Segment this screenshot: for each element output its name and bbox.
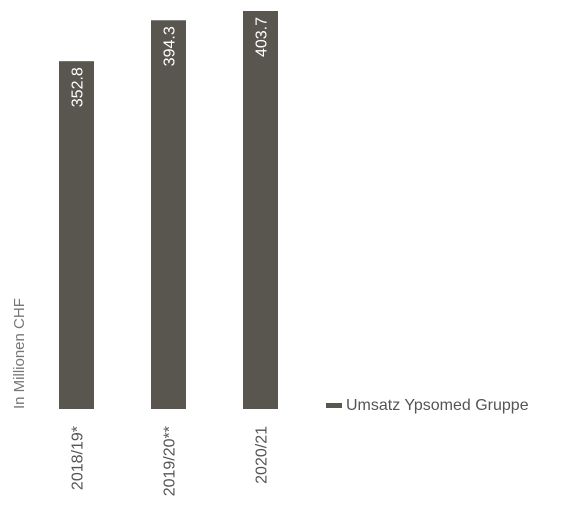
bar-value-label: 352.8 — [70, 67, 87, 107]
legend-swatch — [326, 403, 342, 408]
value-labels-group: 352.8 394.3 403.7 — [70, 17, 271, 107]
legend: Umsatz Ypsomed Gruppe — [326, 397, 529, 414]
legend-label: Umsatz Ypsomed Gruppe — [346, 397, 529, 414]
bar — [151, 20, 186, 410]
y-axis-label: In Millionen CHF — [11, 298, 28, 409]
category-label: 2019/20** — [162, 426, 179, 496]
category-label: 2018/19* — [70, 426, 87, 490]
bar — [59, 61, 94, 409]
bars-group — [59, 11, 278, 410]
bar — [243, 11, 278, 409]
category-labels-group: 2018/19* 2019/20** 2020/21 — [70, 426, 271, 496]
bar-value-label: 403.7 — [254, 17, 271, 57]
category-label: 2020/21 — [254, 426, 271, 484]
bar-value-label: 394.3 — [162, 26, 179, 66]
